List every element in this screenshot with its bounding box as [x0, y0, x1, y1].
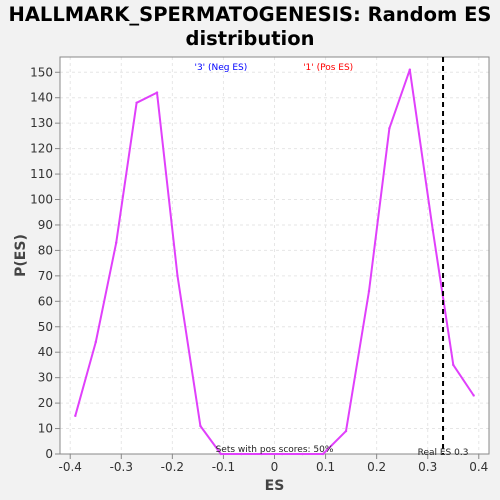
y-tick-label: 130: [30, 116, 53, 130]
data-point: [321, 452, 325, 456]
y-tick-label: 10: [38, 422, 53, 436]
y-tick-label: 20: [38, 396, 53, 410]
y-tick-label: 70: [38, 269, 53, 283]
y-tick-label: 80: [38, 243, 53, 257]
series-line: [74, 68, 475, 455]
data-point: [155, 91, 159, 94]
y-tick-label: 90: [38, 218, 53, 232]
data-point: [219, 452, 223, 456]
data-point: [74, 414, 77, 418]
data-point: [472, 394, 475, 397]
data-point: [94, 340, 97, 344]
data-point: [114, 241, 118, 244]
x-tick-label: 0.2: [367, 460, 386, 474]
x-tick-label: -0.4: [59, 460, 82, 474]
pos-scores-annotation: Sets with pos scores: 50%: [216, 445, 334, 455]
y-tick-label: 50: [38, 320, 53, 334]
data-point: [367, 289, 371, 293]
x-tick-label: 0.4: [469, 460, 488, 474]
data-point: [199, 424, 202, 428]
data-point: [408, 68, 412, 71]
chart-title: HALLMARK_SPERMATOGENESIS: Random ES: [8, 3, 492, 26]
data-point: [431, 228, 435, 232]
data-point: [301, 452, 304, 456]
chart-title-line2: distribution: [185, 27, 315, 50]
x-tick-label: 0.3: [418, 460, 437, 474]
legend-neg-label: '3' (Neg ES): [194, 63, 247, 73]
data-point: [176, 274, 179, 278]
data-point: [135, 101, 138, 105]
x-tick-label: -0.1: [212, 460, 235, 474]
legend-pos-label: '1' (Pos ES): [303, 63, 353, 73]
data-point: [280, 452, 284, 456]
y-tick-label: 30: [38, 371, 53, 385]
y-tick-label: 150: [30, 65, 53, 79]
x-tick-label: -0.2: [161, 460, 184, 474]
y-tick-label: 40: [38, 345, 53, 359]
y-tick-label: 0: [45, 447, 53, 461]
x-tick-label: -0.3: [110, 460, 133, 474]
y-tick-label: 60: [38, 294, 53, 308]
data-point: [452, 363, 455, 367]
y-tick-label: 120: [30, 142, 53, 156]
x-axis-title: ES: [265, 478, 285, 494]
y-axis-title: P(ES): [13, 234, 29, 277]
data-point: [240, 452, 243, 456]
data-point: [388, 127, 391, 130]
y-tick-label: 140: [30, 91, 53, 105]
y-tick-label: 110: [30, 167, 53, 181]
data-point: [260, 452, 263, 456]
y-tick-label: 100: [30, 193, 53, 207]
x-tick-label: 0.1: [316, 460, 335, 474]
x-tick-label: 0: [271, 460, 279, 474]
data-point: [344, 429, 348, 433]
real-es-annotation: Real ES 0.3: [418, 448, 469, 458]
